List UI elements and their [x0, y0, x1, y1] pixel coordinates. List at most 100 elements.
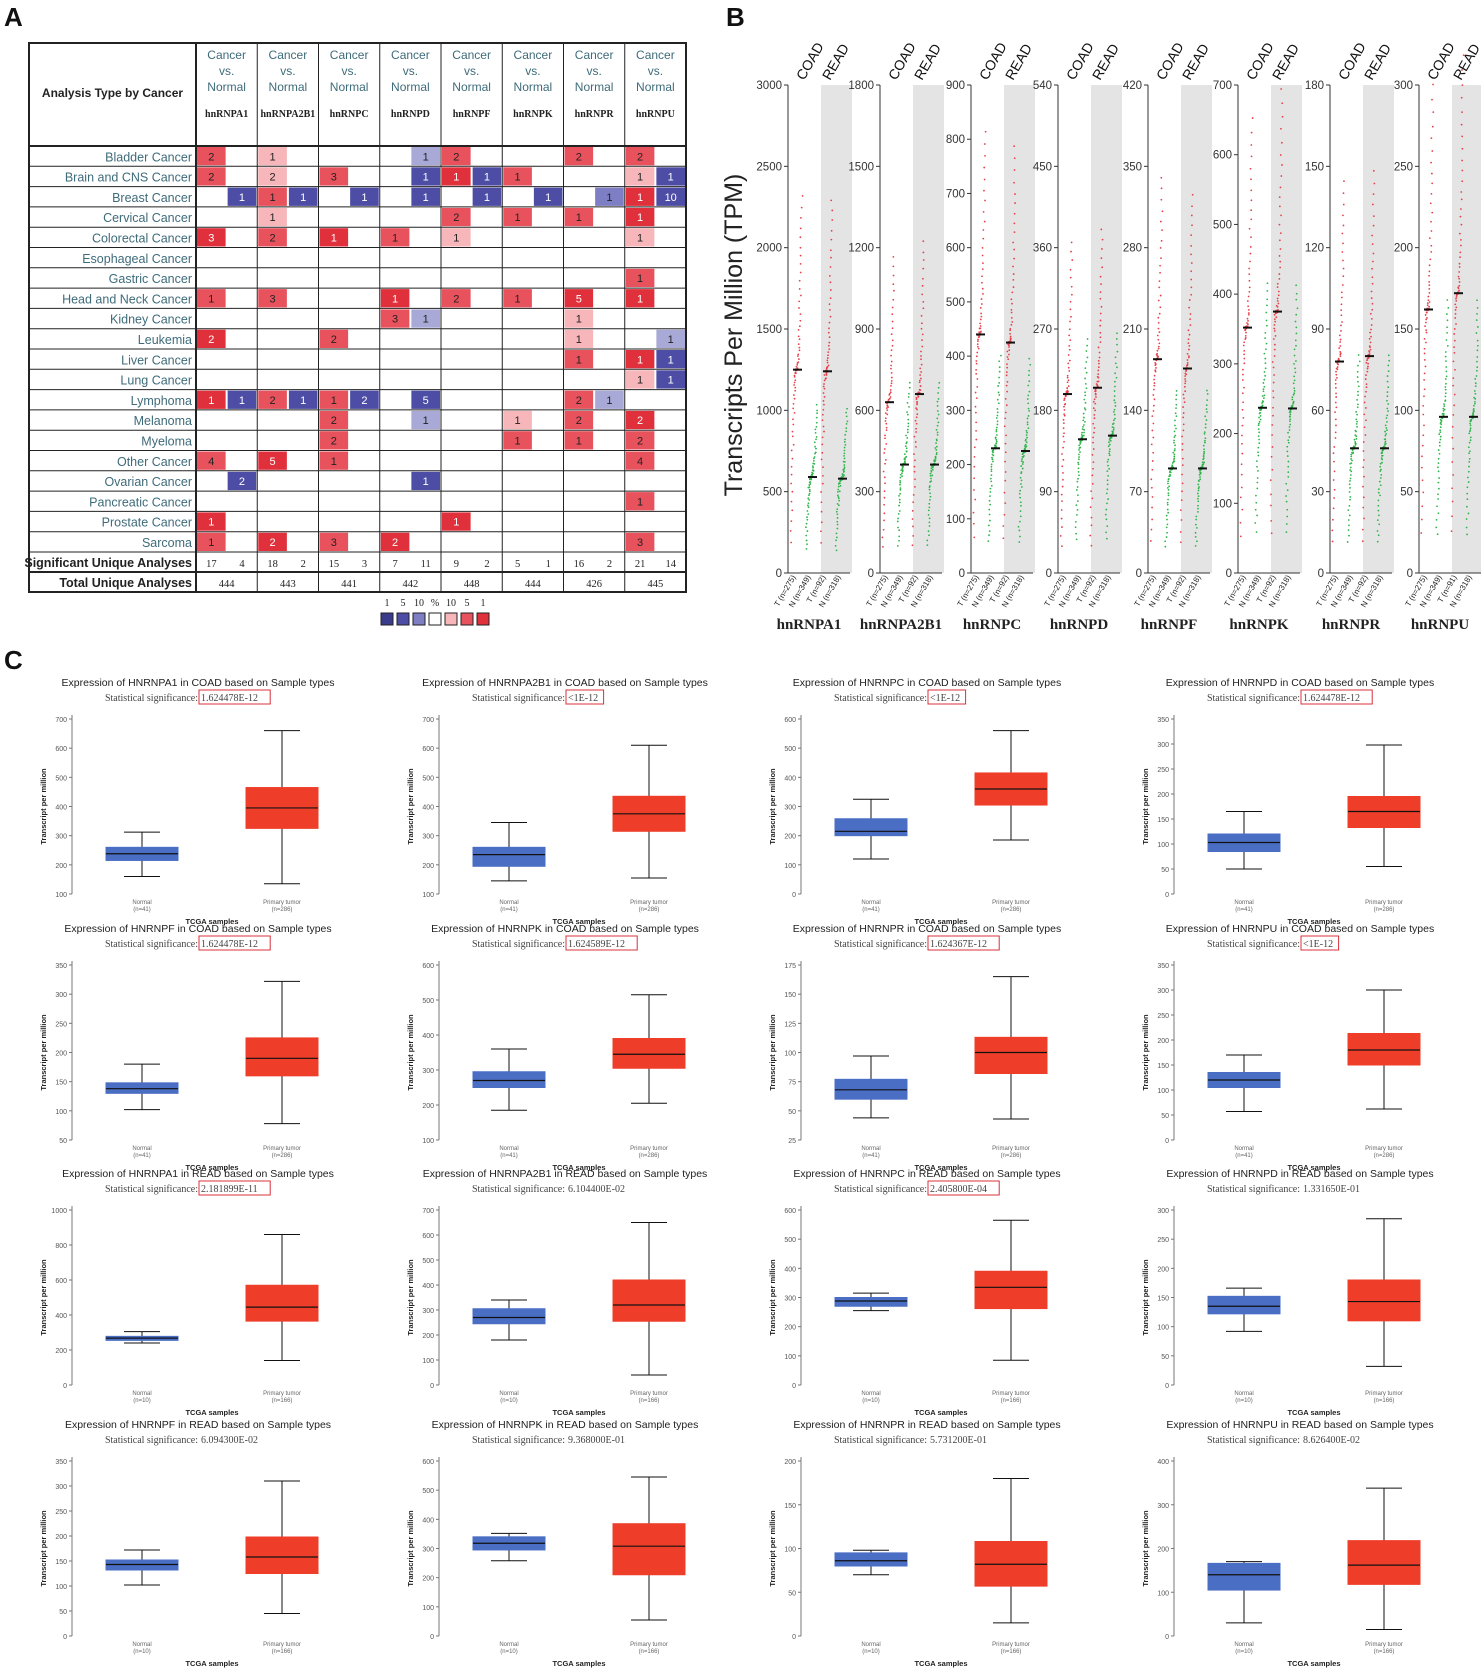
- tpm-dot: [843, 446, 846, 449]
- box-y-label: Transcript per million: [39, 768, 48, 845]
- tpm-dot: [1349, 466, 1352, 469]
- normal-n: (n=41): [862, 1153, 880, 1159]
- tpm-dot: [1271, 446, 1274, 448]
- tpm-dot: [1246, 317, 1249, 320]
- tpm-dot: [1250, 131, 1253, 134]
- tpm-dot: [1255, 501, 1258, 504]
- tpm-dot: [1026, 431, 1028, 434]
- tpm-dot: [922, 307, 925, 310]
- box-tick-label: 600: [422, 963, 434, 970]
- tpm-dot: [1182, 416, 1185, 419]
- tpm-dot: [1158, 331, 1161, 334]
- tpm-dot: [915, 445, 917, 448]
- tpm-dot: [1358, 360, 1361, 363]
- tpm-dot: [1289, 423, 1292, 426]
- tpm-dot: [1113, 413, 1116, 416]
- box-tick-label: 300: [1157, 1503, 1169, 1510]
- heat-cell: [656, 167, 685, 186]
- tpm-dot: [896, 544, 899, 547]
- read-shade: [1004, 85, 1035, 573]
- heat-cell-value: 1: [392, 293, 398, 305]
- tpm-dot: [890, 364, 893, 367]
- tpm-dot: [1079, 446, 1082, 449]
- tpm-tick-label: 1800: [848, 80, 874, 92]
- tpm-dot: [1250, 209, 1253, 212]
- tpm-dot: [1245, 331, 1247, 334]
- tpm-dot: [901, 469, 904, 472]
- tpm-dot: [914, 419, 917, 422]
- tpm-dot: [884, 458, 887, 461]
- box-tick-label: 600: [784, 1208, 796, 1215]
- heat-cell: [503, 207, 532, 227]
- tpm-dot: [1355, 423, 1358, 425]
- box-tick-label: 300: [422, 1068, 434, 1075]
- heat-cell-value: 1: [637, 192, 643, 204]
- tpm-dot: [979, 325, 982, 327]
- tpm-dot: [1182, 412, 1185, 414]
- tpm-dot: [1246, 300, 1249, 302]
- tpm-dot: [1005, 434, 1007, 437]
- tpm-dot: [1273, 327, 1276, 330]
- tpm-dot: [1242, 416, 1245, 419]
- heat-cell-value: 2: [637, 415, 643, 427]
- tpm-dot: [990, 470, 993, 473]
- tpm-dot: [936, 445, 938, 448]
- tpm-dot: [1196, 540, 1198, 543]
- tpm-dot: [1168, 485, 1170, 488]
- heat-cell-value: 1: [208, 293, 214, 305]
- tpm-dot: [913, 453, 915, 456]
- tpm-dot: [1266, 282, 1269, 285]
- tpm-dot: [1369, 331, 1372, 334]
- tpm-dot: [1150, 443, 1153, 446]
- tpm-dot: [1092, 448, 1095, 450]
- tpm-dot: [980, 312, 983, 315]
- tpm-dot: [1266, 298, 1269, 301]
- tpm-dot: [790, 541, 793, 544]
- tpm-dot: [996, 423, 999, 426]
- tpm-dot: [1114, 356, 1117, 359]
- tpm-dot: [906, 431, 909, 434]
- tpm-dot: [1204, 415, 1207, 418]
- tpm-dot: [1018, 541, 1021, 543]
- tpm-dot: [1247, 312, 1250, 314]
- tpm-dot: [988, 513, 991, 516]
- tpm-dot: [1183, 385, 1186, 388]
- tpm-dot: [1256, 460, 1258, 463]
- tpm-dot: [1075, 538, 1078, 541]
- heat-cell-value: 1: [300, 192, 306, 204]
- tpm-dot: [1205, 419, 1208, 421]
- tpm-dot: [806, 518, 809, 521]
- tpm-dot: [920, 322, 923, 325]
- tpm-dot: [975, 372, 978, 375]
- tpm-dot: [898, 529, 901, 532]
- tpm-dot: [838, 490, 841, 493]
- legend-swatch: [396, 612, 410, 626]
- tpm-dot: [891, 313, 894, 316]
- tpm-dot: [984, 155, 986, 157]
- tpm-dot: [797, 353, 800, 356]
- tpm-dot: [980, 330, 982, 333]
- tpm-dot: [898, 510, 901, 512]
- tpm-tick-label: 70: [1129, 487, 1142, 499]
- col-header-vs: vs.: [586, 64, 601, 78]
- box-tick-label: 0: [792, 1383, 796, 1390]
- box-tick-label: 350: [55, 1459, 67, 1466]
- heat-cell: [258, 228, 287, 247]
- tpm-dot: [1004, 451, 1007, 454]
- tpm-dot: [1063, 397, 1066, 400]
- row-label-cancer: Breast Cancer: [112, 191, 192, 205]
- tpm-dot: [1182, 406, 1184, 408]
- heat-cell-value: 1: [423, 415, 429, 427]
- tpm-dot: [1257, 469, 1259, 472]
- tumor-label: Primary tumor: [263, 900, 301, 906]
- significant-up-count: 7: [392, 559, 397, 570]
- significant-down-count: 2: [484, 559, 489, 570]
- normal-label: Normal: [499, 1642, 518, 1648]
- tpm-dot: [1371, 276, 1374, 279]
- tpm-dot: [790, 473, 793, 476]
- tpm-dot: [1075, 489, 1078, 491]
- tpm-dot: [808, 492, 811, 495]
- tpm-dot: [1293, 379, 1296, 382]
- tpm-dot: [1281, 102, 1284, 105]
- col-header-vs: vs.: [403, 64, 418, 78]
